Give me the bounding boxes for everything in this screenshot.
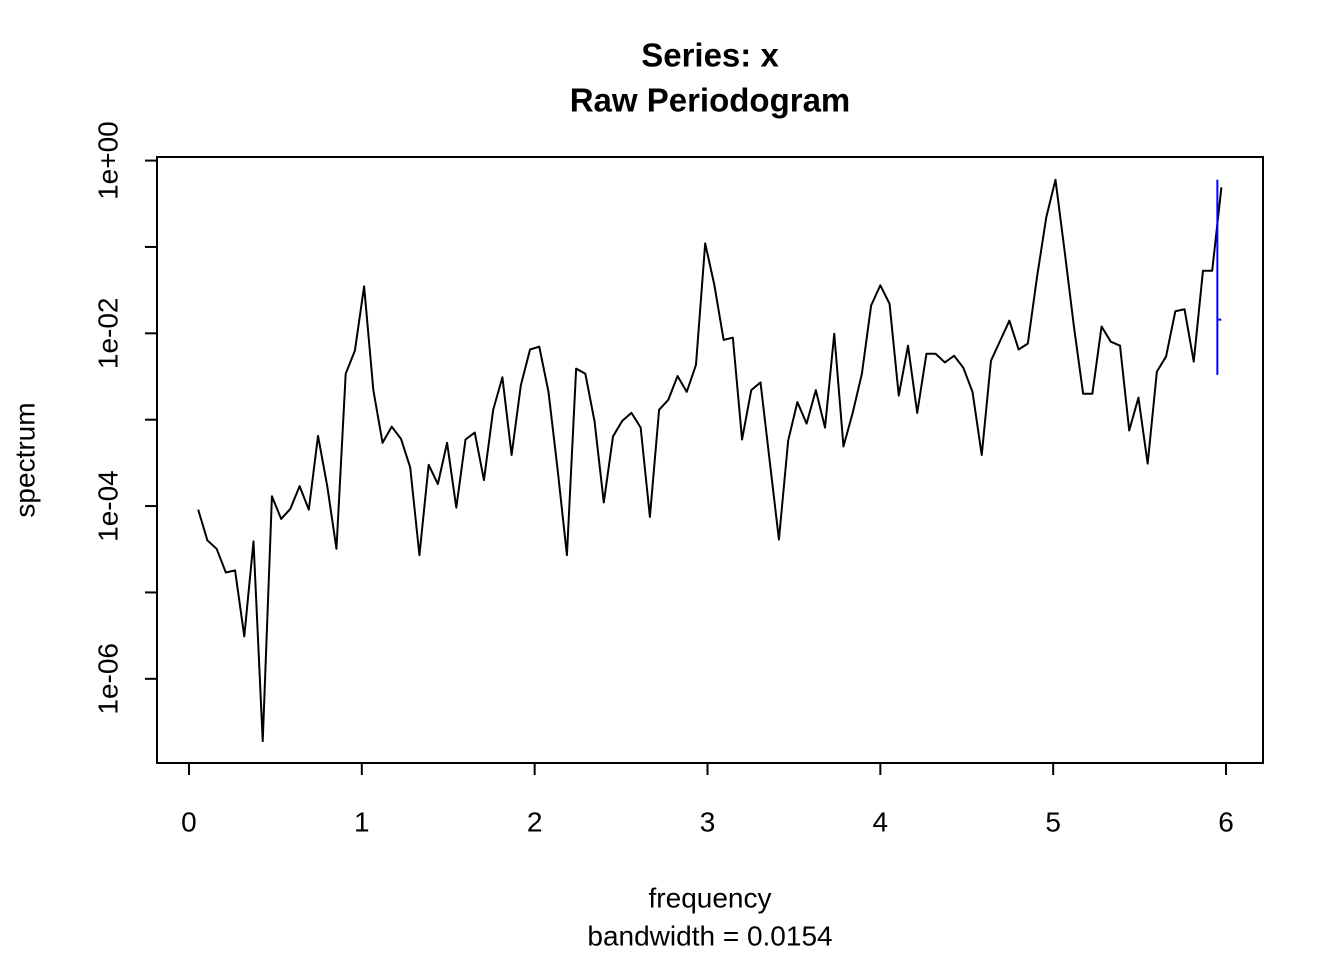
x-tick-label: 4 <box>873 806 889 837</box>
y-tick-label: 1e-02 <box>92 298 123 370</box>
x-tick-label: 1 <box>354 806 370 837</box>
y-tick-label: 1e+00 <box>92 121 123 200</box>
plot-frame <box>156 156 1264 764</box>
x-axis-label: frequency <box>649 882 772 913</box>
x-tick-label: 0 <box>181 806 197 837</box>
chart-subtitle: Raw Periodogram <box>570 82 851 119</box>
x-axis-sublabel: bandwidth = 0.0154 <box>587 920 832 951</box>
y-axis-label: spectrum <box>9 402 40 517</box>
x-tick-label: 6 <box>1218 806 1234 837</box>
data-line <box>197 178 1223 743</box>
chart-title: Series: x <box>641 37 779 74</box>
x-tick-label: 3 <box>700 806 716 837</box>
y-tick-label: 1e-04 <box>92 470 123 542</box>
x-tick-label: 5 <box>1045 806 1061 837</box>
y-tick-label: 1e-06 <box>92 643 123 715</box>
x-tick-label: 2 <box>527 806 543 837</box>
